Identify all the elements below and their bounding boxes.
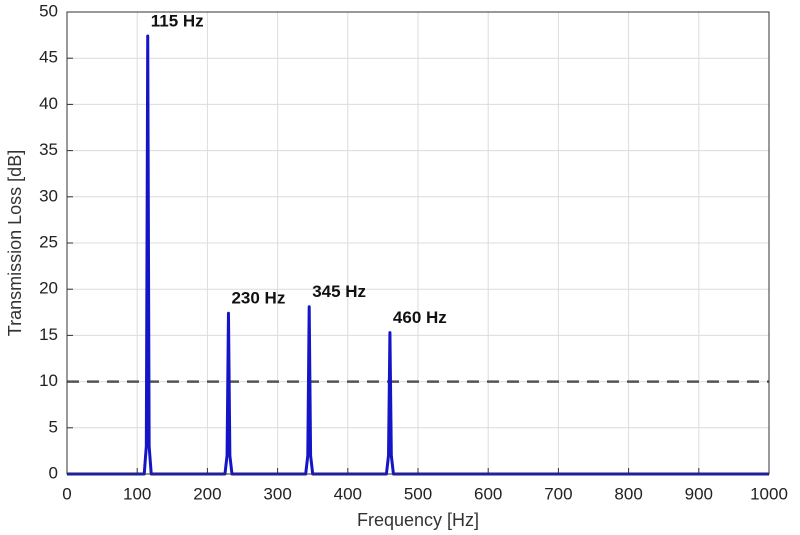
- x-tick-label: 0: [62, 484, 71, 503]
- peak-annotation: 115 Hz: [151, 12, 204, 31]
- plot-frame: [66, 11, 770, 475]
- y-axis-title: Transmission Loss [dB]: [5, 150, 25, 336]
- x-tick-label: 900: [685, 484, 713, 503]
- x-axis-title: Frequency [Hz]: [357, 510, 479, 530]
- x-tick-label: 100: [123, 484, 151, 503]
- y-tick-label: 40: [39, 94, 58, 113]
- y-tick-label: 45: [39, 48, 58, 67]
- x-tick-label: 300: [263, 484, 291, 503]
- y-tick-label: 30: [39, 186, 58, 205]
- x-tick-label: 400: [334, 484, 362, 503]
- x-tick-label: 200: [193, 484, 221, 503]
- y-tick-label: 15: [39, 325, 58, 344]
- x-tick-label: 500: [404, 484, 432, 503]
- y-tick-label: 50: [39, 1, 58, 20]
- x-tick-label: 800: [614, 484, 642, 503]
- peak-annotation: 345 Hz: [312, 282, 366, 301]
- y-tick-label: 20: [39, 279, 58, 298]
- peak-annotation: 230 Hz: [231, 289, 285, 308]
- y-tick-label: 25: [39, 232, 58, 251]
- y-tick-label: 35: [39, 140, 58, 159]
- peak-annotation: 460 Hz: [393, 308, 447, 327]
- x-tick-label: 700: [544, 484, 572, 503]
- y-tick-label: 10: [39, 371, 58, 390]
- x-tick-label: 600: [474, 484, 502, 503]
- y-tick-label: 0: [49, 463, 58, 482]
- x-tick-label: 1000: [750, 484, 788, 503]
- y-tick-label: 5: [49, 417, 58, 436]
